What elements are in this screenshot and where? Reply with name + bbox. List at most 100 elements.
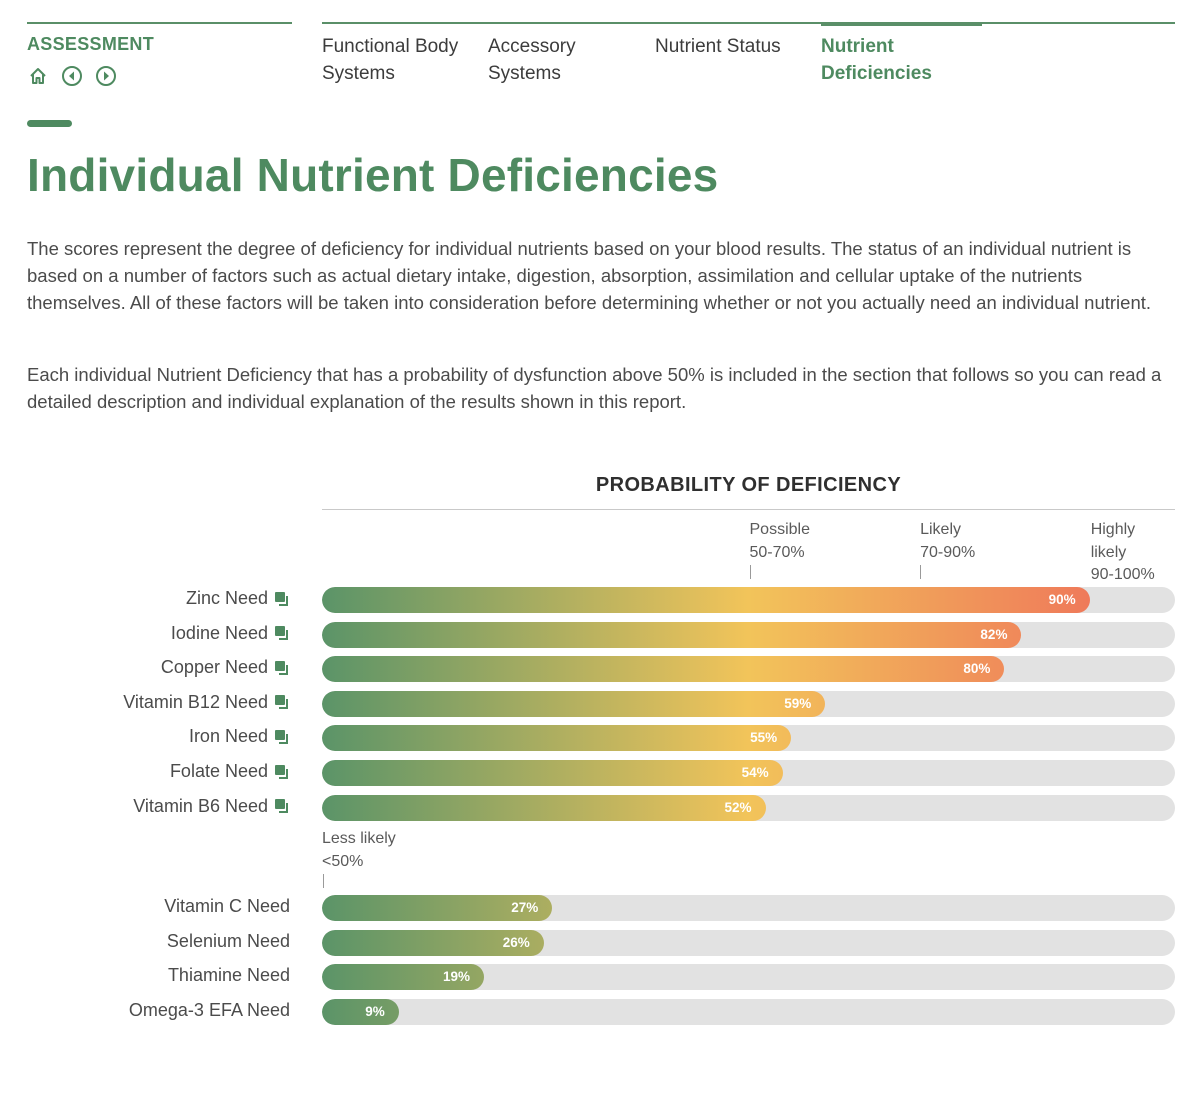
zone-label-line: 70-90% [920,543,976,561]
bar-fill [322,929,544,956]
bar-value-label: 27% [511,900,539,915]
row-label: Folate Need [170,761,290,782]
tab-functional-body-systems[interactable]: Functional Body Systems [322,33,458,87]
zone-label: Less likely <50% [322,828,396,873]
bar-fill [322,725,792,752]
active-tab-indicator [821,22,982,26]
bar-value-label: 54% [741,765,769,780]
bar-track [322,998,1175,1025]
open-detail-icon[interactable] [274,660,290,676]
nutrient-name: Selenium Need [166,930,290,951]
tab-label-line: Accessory [488,36,576,57]
home-icon[interactable] [27,65,49,87]
bar-value-label: 9% [365,1003,385,1019]
nutrient-name: Zinc Need [185,588,268,608]
tab-label-line: Nutrient Status [655,36,781,57]
open-detail-icon[interactable] [274,591,290,607]
zone-label-line: Highly [1090,521,1136,538]
bar-fill [322,794,766,821]
bar-value-label: 19% [443,969,471,985]
nutrient-name: Iron Need [188,726,268,747]
tab-nutrient-status[interactable]: Nutrient Status [655,33,781,60]
previous-icon[interactable] [61,65,83,87]
zone-tick [920,565,922,579]
tab-label-line: Nutrient [821,36,894,57]
tab-label-line: Systems [488,63,561,84]
intro-paragraph: The scores represent the degree of defic… [27,238,1152,313]
zone-label-line: <50% [322,852,364,870]
open-detail-icon[interactable] [274,729,290,745]
row-label: Iron Need [189,726,290,747]
open-detail-icon[interactable] [274,625,290,641]
zone-label: Possible 50-70% [750,519,810,564]
open-detail-icon[interactable] [274,798,290,814]
bar-value-label: 90% [1048,592,1076,607]
bar-fill [322,621,1022,648]
nav-icons [27,65,117,87]
zone-label-line: 50-70% [749,543,805,561]
title-accent-rule [27,120,72,127]
row-label: Vitamin B6 Need [133,796,290,817]
bar-track [322,760,1175,786]
bar-fill [322,760,783,786]
row-label: Vitamin C Need [164,896,290,917]
bar-track [322,794,1175,821]
zone-label: Highly likely 90-100% [1091,519,1155,587]
bar-track [322,656,1175,683]
bar-fill [322,895,553,921]
open-detail-icon[interactable] [274,764,290,780]
chart-title: PROBABILITY OF DEFICIENCY [595,474,902,496]
page-title: Individual Nutrient Deficiencies [27,149,719,201]
nutrient-name: Copper Need [160,657,268,678]
bar-track [322,725,1175,752]
zone-label: Likely 70-90% [920,519,975,564]
row-label: Copper Need [161,657,290,678]
tab-label-line: Functional Body [322,36,459,57]
nutrient-name: Iodine Need [170,622,268,643]
bar-value-label: 80% [963,661,991,677]
zone-label-line: likely [1090,543,1127,561]
header-rule-right [322,22,1175,24]
section-label: ASSESSMENT [27,34,155,54]
chart-rule [322,509,1175,510]
bar-fill [322,690,826,717]
nutrient-name: Vitamin B6 Need [133,795,268,816]
row-label: Zinc Need [186,588,290,609]
bar-value-label: 26% [502,934,530,950]
nutrient-name: Thiamine Need [167,965,290,986]
tab-accessory-systems[interactable]: Accessory Systems [488,33,576,87]
row-label: Omega-3 EFA Need [129,1000,290,1021]
bar-fill [322,998,399,1025]
zone-tick [323,874,324,888]
tab-label-line: Deficiencies [821,63,932,84]
row-label: Thiamine Need [168,965,290,986]
nutrient-name: Folate Need [169,761,268,781]
bar-track [322,690,1175,717]
bar-value-label: 55% [750,730,778,746]
tab-label-line: Systems [322,63,395,84]
row-label: Iodine Need [171,623,290,644]
bar-value-label: 59% [784,695,812,711]
nutrient-name: Omega-3 EFA Need [128,999,290,1020]
bar-track [322,587,1175,613]
bar-fill [322,964,485,991]
zone-label-line: Less likely [322,830,396,847]
intro-paragraph-2: Each individual Nutrient Deficiency that… [27,364,1162,412]
next-icon[interactable] [95,65,117,87]
zone-tick [749,565,751,579]
tab-nutrient-deficiencies[interactable]: Nutrient Deficiencies [821,33,932,87]
nutrient-name: Vitamin B12 Need [123,691,268,712]
bar-track [322,895,1175,921]
bar-value-label: 52% [724,799,752,815]
open-detail-icon[interactable] [274,694,290,710]
row-label: Vitamin B12 Need [123,692,290,713]
row-label: Selenium Need [167,931,290,952]
zone-label-line: Possible [749,521,810,538]
nutrient-name: Vitamin C Need [164,896,290,916]
bar-value-label: 82% [980,626,1008,642]
zone-label-line: Likely [920,521,961,538]
bar-track [322,964,1175,991]
bar-fill [322,656,1005,683]
bar-fill [322,587,1090,613]
header-rule-left [27,22,292,24]
